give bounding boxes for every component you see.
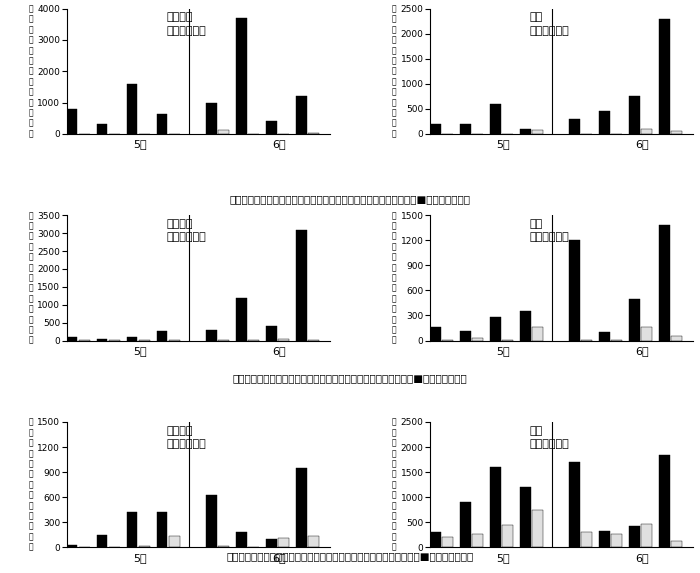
Bar <box>599 111 610 134</box>
Bar <box>671 336 682 340</box>
Bar <box>641 129 652 134</box>
Text: 5月: 5月 <box>133 139 147 150</box>
Text: 図２　有田川町奥の予察灯における果樹カメムシ類の誘殺消長（■本年、口平年）: 図２ 有田川町奥の予察灯における果樹カメムシ類の誘殺消長（■本年、口平年） <box>232 373 468 383</box>
Bar <box>490 317 500 340</box>
Bar <box>659 225 670 340</box>
Bar <box>97 339 107 340</box>
Text: 5月: 5月 <box>496 139 510 150</box>
Text: ツヤ
アオカメムシ: ツヤ アオカメムシ <box>530 219 570 242</box>
Text: 5月: 5月 <box>496 553 510 563</box>
Bar <box>581 532 592 547</box>
Bar <box>127 512 137 547</box>
Bar <box>127 337 137 340</box>
Text: チャバネ
アオカメムシ: チャバネ アオカメムシ <box>167 13 206 36</box>
Bar <box>442 537 453 547</box>
Bar <box>659 18 670 134</box>
Bar <box>278 339 289 340</box>
Bar <box>629 299 640 340</box>
Bar <box>490 104 500 134</box>
Bar <box>569 462 580 547</box>
Bar <box>599 332 610 340</box>
Y-axis label: ５
～
６
日
あ
た
り
誘
殺
数
（
頭
）: ５ ～ ６ 日 あ た り 誘 殺 数 （ 頭 ） <box>392 5 396 138</box>
Bar <box>265 326 276 340</box>
Bar <box>169 536 180 547</box>
Bar <box>139 545 150 547</box>
Text: 5月: 5月 <box>133 553 147 563</box>
Bar <box>157 113 167 134</box>
Bar <box>659 454 670 547</box>
Y-axis label: ５
～
６
日
あ
た
り
誘
殺
数
（
頭
）: ５ ～ ６ 日 あ た り 誘 殺 数 （ 頭 ） <box>392 211 396 345</box>
Text: チャバネ
アオカメムシ: チャバネ アオカメムシ <box>167 426 206 449</box>
Bar <box>569 119 580 134</box>
Bar <box>629 526 640 547</box>
Bar <box>430 124 441 134</box>
Text: 図３　みなべ町東本庄の予察灯における果樹カメムシ類の誘殺消長（■本年、口平年）: 図３ みなべ町東本庄の予察灯における果樹カメムシ類の誘殺消長（■本年、口平年） <box>226 552 474 562</box>
Bar <box>66 545 78 547</box>
Text: 5月: 5月 <box>496 346 510 356</box>
Bar <box>671 541 682 547</box>
Bar <box>308 536 318 547</box>
Text: ツヤ
アオカメムシ: ツヤ アオカメムシ <box>530 426 570 449</box>
Bar <box>218 130 229 134</box>
Bar <box>569 240 580 340</box>
Bar <box>236 18 246 134</box>
Bar <box>520 311 531 340</box>
Bar <box>236 532 246 547</box>
Bar <box>236 297 246 340</box>
Bar <box>532 510 543 547</box>
Bar <box>430 532 441 547</box>
Text: 5月: 5月 <box>133 346 147 356</box>
Bar <box>460 124 470 134</box>
Bar <box>532 327 543 340</box>
Bar <box>206 330 216 340</box>
Bar <box>641 524 652 547</box>
Text: 6月: 6月 <box>272 553 286 563</box>
Text: 図１　紀の川市粉河の予察灯における果樹カメムシ類の誘殺消長（■本年、口平年）: 図１ 紀の川市粉河の予察灯における果樹カメムシ類の誘殺消長（■本年、口平年） <box>230 194 470 204</box>
Bar <box>278 538 289 547</box>
Bar <box>520 487 531 547</box>
Bar <box>66 337 78 340</box>
Bar <box>66 109 78 134</box>
Bar <box>611 533 622 547</box>
Text: 6月: 6月 <box>636 346 650 356</box>
Bar <box>472 338 483 340</box>
Bar <box>206 103 216 134</box>
Bar <box>502 525 513 547</box>
Bar <box>157 331 167 340</box>
Bar <box>532 130 543 134</box>
Text: 6月: 6月 <box>636 553 650 563</box>
Bar <box>97 535 107 547</box>
Bar <box>97 124 107 134</box>
Bar <box>641 327 652 340</box>
Bar <box>295 230 307 340</box>
Bar <box>430 327 441 340</box>
Y-axis label: ５
～
６
日
あ
た
り
誘
殺
数
（
頭
）: ５ ～ ６ 日 あ た り 誘 殺 数 （ 頭 ） <box>392 418 396 551</box>
Y-axis label: ５
～
６
日
あ
た
り
誘
殺
数
（
頭
）: ５ ～ ６ 日 あ た り 誘 殺 数 （ 頭 ） <box>29 211 33 345</box>
Bar <box>265 539 276 547</box>
Bar <box>520 129 531 134</box>
Bar <box>460 502 470 547</box>
Text: ツヤ
アオカメムシ: ツヤ アオカメムシ <box>530 13 570 36</box>
Bar <box>157 512 167 547</box>
Y-axis label: ５
～
６
日
あ
た
り
誘
殺
数
（
頭
）: ５ ～ ６ 日 あ た り 誘 殺 数 （ 頭 ） <box>29 418 33 551</box>
Bar <box>295 468 307 547</box>
Text: 6月: 6月 <box>272 346 286 356</box>
Bar <box>218 545 229 547</box>
Bar <box>671 131 682 134</box>
Bar <box>460 331 470 340</box>
Text: チャバネ
アオカメムシ: チャバネ アオカメムシ <box>167 219 206 242</box>
Bar <box>490 467 500 547</box>
Bar <box>265 121 276 134</box>
Text: 6月: 6月 <box>636 139 650 150</box>
Bar <box>629 96 640 134</box>
Bar <box>206 496 216 547</box>
Bar <box>295 96 307 134</box>
Y-axis label: ５
～
６
日
あ
た
り
誘
殺
数
（
頭
）: ５ ～ ６ 日 あ た り 誘 殺 数 （ 頭 ） <box>29 5 33 138</box>
Bar <box>127 84 137 134</box>
Bar <box>472 534 483 547</box>
Text: 6月: 6月 <box>272 139 286 150</box>
Bar <box>599 531 610 547</box>
